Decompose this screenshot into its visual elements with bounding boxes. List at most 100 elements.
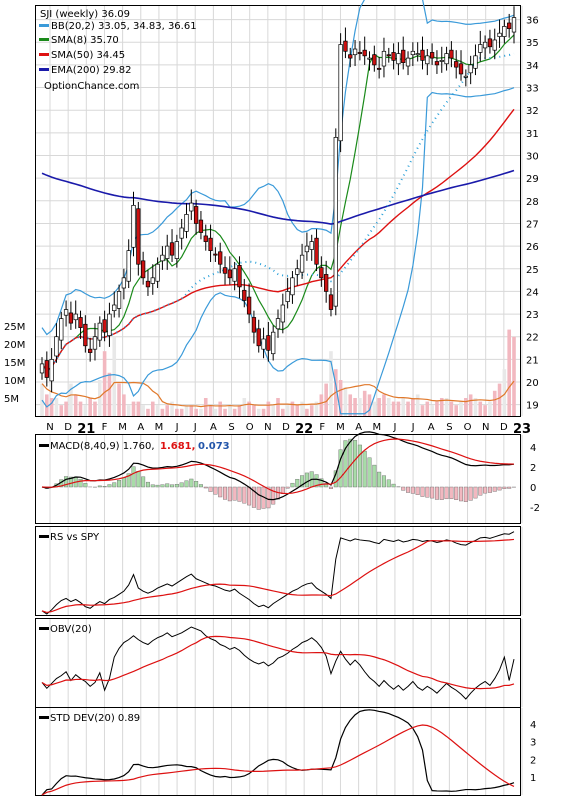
candle-body	[208, 237, 213, 251]
candle-body	[59, 318, 64, 341]
std-swatch	[39, 716, 49, 719]
candle-body	[372, 54, 377, 66]
legend-sma50: SMA(50) 34.45	[51, 50, 125, 61]
candle-body	[140, 260, 146, 279]
x-tick-label: 23	[513, 422, 531, 437]
candle-body	[266, 335, 271, 351]
candle-body	[507, 22, 512, 30]
candle-body	[227, 269, 232, 279]
volume-bar	[83, 405, 88, 416]
volume-bar	[309, 405, 314, 416]
volume-bar	[252, 405, 256, 416]
macd-histogram-bar	[362, 450, 367, 488]
volume-bar	[150, 401, 155, 416]
volume-bar	[208, 405, 213, 416]
volume-bar	[396, 401, 401, 416]
x-tick-label: O	[464, 422, 472, 433]
volume-bar	[242, 398, 247, 416]
macd-histogram-bar	[102, 486, 107, 488]
candle-body	[285, 291, 290, 302]
macd-tick-label: 4	[530, 443, 536, 454]
candle-body	[179, 227, 184, 239]
volume-bar	[488, 401, 492, 416]
candle-body	[88, 348, 93, 353]
candle-body	[203, 235, 208, 242]
candle-body	[83, 323, 88, 347]
candle-body	[449, 49, 454, 59]
y-tick-label: 22	[526, 333, 539, 344]
volume-bar	[377, 398, 381, 416]
volume-bar	[199, 408, 203, 416]
macd-histogram-bar	[381, 475, 386, 488]
macd-histogram-bar	[237, 486, 242, 502]
macd-histogram-bar	[497, 486, 502, 491]
y-tick-label: 36	[526, 16, 539, 27]
price-title: SJI (weekly) 36.09	[40, 9, 130, 20]
x-tick-label: S	[446, 422, 452, 433]
macd-histogram-bar	[304, 472, 309, 488]
y-tick-label: 30	[526, 152, 539, 163]
candle-body	[189, 202, 194, 212]
volume-bar	[411, 398, 415, 416]
macd-histogram-bar	[319, 478, 324, 488]
macd-histogram-bar	[213, 486, 218, 495]
macd-swatch	[39, 444, 49, 447]
volume-bar	[228, 405, 232, 416]
macd-histogram-bar	[430, 486, 435, 499]
volume-bar	[295, 405, 300, 416]
obv-line	[41, 626, 515, 700]
macd-histogram-bar	[338, 449, 343, 488]
x-tick-label: N	[264, 422, 271, 433]
macd-histogram-bar	[145, 481, 150, 488]
x-tick-label: M	[372, 422, 381, 433]
macd-histogram-bar	[502, 486, 507, 489]
candle-body	[150, 277, 155, 284]
candle-body	[299, 254, 305, 273]
candle-body	[468, 64, 473, 74]
volume-bar	[73, 394, 78, 416]
volume-bar	[155, 405, 160, 416]
volume-bar	[439, 398, 444, 416]
volume-bar	[444, 398, 449, 416]
macd-histogram-bar	[478, 486, 483, 496]
macd-histogram-bar	[271, 486, 276, 505]
volume-bar	[271, 405, 275, 416]
volume-bar	[497, 383, 502, 416]
volume-bar	[459, 401, 463, 416]
volume-bar	[367, 394, 372, 416]
volume-bar	[406, 401, 410, 416]
macd-histogram-bar	[420, 486, 425, 497]
candle-body	[391, 52, 396, 61]
macd-histogram-bar	[295, 478, 300, 488]
candle-body	[126, 250, 131, 282]
candle-body	[304, 245, 310, 253]
y-tick-label: 24	[526, 287, 539, 298]
volume-average-line	[41, 380, 515, 408]
macd-histogram-bar	[348, 438, 353, 488]
volume-bar	[319, 394, 324, 416]
y-tick-label: 35	[526, 38, 539, 49]
candle-body	[39, 363, 45, 374]
volume-bar	[483, 405, 487, 416]
candle-body	[511, 17, 517, 33]
x-tick-label: D	[282, 422, 290, 433]
volume-bar	[40, 383, 44, 416]
volume-bar	[184, 405, 189, 416]
macd-histogram-bar	[439, 486, 444, 500]
rs-line	[41, 531, 515, 615]
candle-body	[155, 263, 160, 282]
volume-bar	[117, 383, 121, 416]
candle-body	[261, 338, 266, 350]
volume-bar	[165, 405, 170, 416]
volume-bars	[40, 329, 516, 416]
candle-body	[401, 49, 406, 63]
candle-body	[405, 57, 411, 67]
x-tick-label: M	[118, 422, 127, 433]
volume-bar	[93, 401, 97, 416]
x-tick-label: D	[64, 422, 72, 433]
x-tick-label: O	[246, 422, 254, 433]
candle-body	[102, 319, 107, 333]
y-tick-label: 20	[526, 378, 539, 389]
macd-histogram-bar	[68, 476, 73, 488]
macd-histogram-bar	[391, 483, 396, 488]
